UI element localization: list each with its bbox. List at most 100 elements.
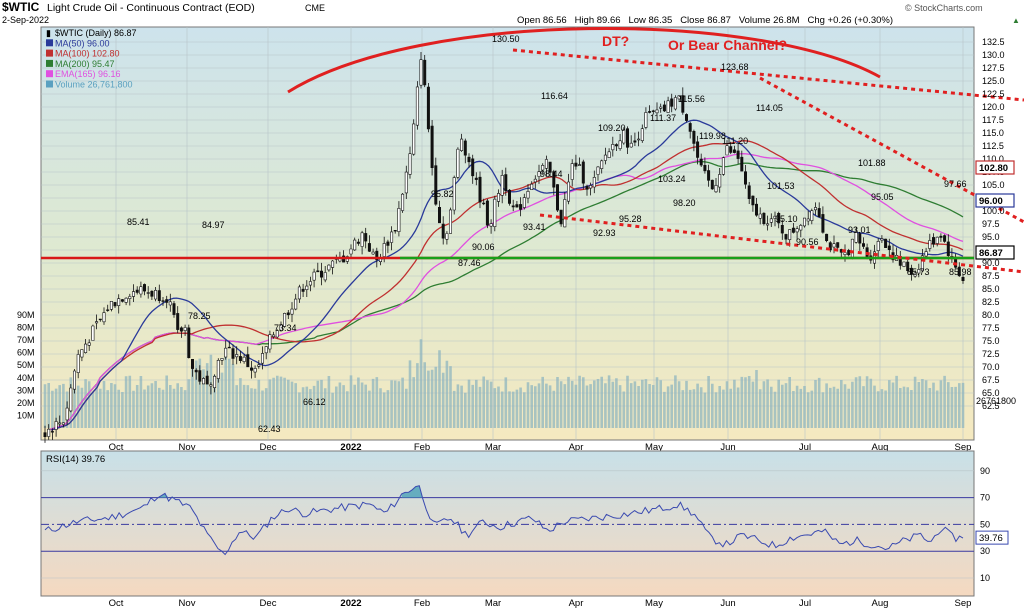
price-label: 92.93 — [593, 228, 616, 238]
annotation-double-top: DT? — [602, 33, 629, 49]
price-axis-tick: 77.5 — [982, 323, 1000, 333]
quote-up-arrow: ▲ — [1012, 16, 1020, 25]
instrument-description: Light Crude Oil - Continuous Contract (E… — [47, 2, 255, 14]
stockcharts-watermark: © StockCharts.com — [905, 3, 983, 13]
price-axis-tick: 100.0 — [982, 206, 1005, 216]
price-axis-tick: 87.5 — [982, 271, 1000, 281]
legend-swatch — [46, 39, 53, 47]
rsi-line — [44, 485, 964, 556]
price-label: 114.05 — [756, 103, 783, 113]
x-axis-tick: Feb — [414, 598, 430, 609]
volume-axis-tick: 60M — [17, 348, 35, 358]
price-label: 85.73 — [907, 267, 930, 277]
x-axis-tick: May — [645, 442, 663, 453]
x-axis-tick: Dec — [260, 598, 277, 609]
legend-swatch — [46, 59, 53, 67]
candlesticks — [43, 52, 965, 443]
price-label: 90.56 — [796, 237, 819, 247]
volume-axis-tick: 80M — [17, 323, 35, 333]
price-badge-frame — [975, 193, 1015, 208]
price-axis-tick: 95.0 — [982, 232, 1000, 242]
rsi-series — [44, 485, 964, 556]
price-axis-tick: 115.0 — [982, 128, 1004, 138]
x-axis-tick: Apr — [569, 442, 584, 453]
price-label: 116.64 — [541, 91, 568, 101]
price-axis-tick: 117.5 — [982, 115, 1004, 125]
price-label: 95.10 — [775, 214, 798, 224]
rsi-panel-background — [40, 450, 975, 597]
price-badge: 86.87 — [979, 248, 1003, 259]
x-axis-tick: 2022 — [340, 442, 361, 453]
volume-axis: 90M 80M 70M 60M 50M 40M 30M 20M 10M — [17, 310, 35, 420]
price-label: 95.05 — [871, 192, 894, 202]
price-axis-tick: 85.0 — [982, 284, 1000, 294]
price-label: 95.28 — [619, 214, 642, 224]
price-badge-frame — [975, 245, 1015, 260]
price-label: 101.53 — [767, 181, 795, 191]
price-label: 90.06 — [472, 242, 495, 252]
price-label: 85.41 — [127, 217, 150, 227]
price-label: 66.12 — [303, 397, 326, 407]
exchange-label: CME — [305, 3, 325, 13]
x-axis-tick: Jun — [720, 598, 735, 609]
volume-axis-tick: 70M — [17, 335, 35, 345]
price-badge-frame — [975, 160, 1015, 175]
price-axis-tick: 72.5 — [982, 349, 1000, 359]
price-panel: DT? Or Bear Channel? 130.50 123.68 116.64 11… — [40, 26, 1024, 443]
price-axis-tick: 132.5 — [982, 37, 1005, 47]
price-label: 78.25 — [188, 311, 211, 321]
rsi-panel: RSI(14) 39.76 90 70 50 30 10 39.76 — [40, 450, 1009, 597]
rsi-axis-tick: 70 — [980, 493, 990, 503]
price-label: 95.82 — [431, 189, 454, 199]
volume-badge: 26761800 — [976, 396, 1016, 406]
price-label: 119.98 — [699, 131, 726, 141]
x-axis-tick: Apr — [569, 598, 584, 609]
x-axis-tick: Oct — [109, 442, 124, 453]
price-label: 98.44 — [540, 169, 563, 179]
price-axis-tick: 70.0 — [982, 362, 1000, 372]
price-badge: 102.80 — [979, 163, 1008, 174]
rsi-reference-lines — [41, 470, 974, 579]
price-label: 84.97 — [202, 220, 225, 230]
x-axis-tick: Aug — [872, 442, 889, 453]
legend-swatch — [46, 70, 53, 78]
price-axis-tick: 65.0 — [982, 388, 1000, 398]
x-axis-tick: Feb — [414, 442, 430, 453]
x-axis-bottom: Oct Nov Dec 2022 Feb Mar Apr May Jun Jul Aug Sep — [109, 598, 972, 609]
x-axis-top: Oct Nov Dec 2022 Feb Mar Apr May Jun Jul Aug Sep — [109, 442, 972, 453]
rsi-axis-tick: 50 — [980, 519, 990, 529]
price-label: 123.68 — [721, 62, 749, 72]
legend-candle-icon: ▮ — [46, 28, 51, 38]
price-axis-tick: 80.0 — [982, 310, 1000, 320]
volume-bars — [43, 339, 965, 428]
rsi-title: RSI(14) 39.76 — [46, 454, 105, 465]
price-label: 93.01 — [848, 225, 871, 235]
bear-channel-upper-line — [512, 48, 1024, 102]
legend-entry: $WTIC (Daily) 86.87 — [55, 28, 137, 38]
price-axis: 132.5 130.0 127.5 125.0 122.5 120.0 117.5 115.0… — [982, 37, 1005, 411]
price-label: 85.98 — [949, 267, 972, 277]
price-label: 87.46 — [458, 258, 481, 268]
price-axis-tick: 105.0 — [982, 180, 1005, 190]
price-label: 73.34 — [274, 323, 297, 333]
x-axis-tick: May — [645, 598, 663, 609]
price-label: 97.66 — [944, 179, 967, 189]
x-axis-tick: Nov — [179, 442, 196, 453]
volume-axis-tick: 50M — [17, 360, 35, 370]
trend-lines: DT? Or Bear Channel? — [41, 27, 1024, 274]
price-label: 111.20 — [722, 136, 748, 146]
chart-date: 2-Sep-2022 — [2, 15, 49, 25]
price-axis-tick: 82.5 — [982, 297, 1000, 307]
annotation-bear-channel: Or Bear Channel? — [668, 37, 787, 53]
legend-entry: Volume 26,761,800 — [55, 80, 133, 90]
price-label: 93.41 — [523, 222, 546, 232]
legend-entry: EMA(165) 96.16 — [55, 69, 121, 79]
price-axis-tick: 62.5 — [982, 401, 1000, 411]
price-axis-tick: 122.5 — [982, 89, 1005, 99]
legend-entry: MA(100) 102.80 — [55, 49, 120, 59]
legend-entry: MA(200) 95.47 — [55, 59, 115, 69]
price-axis-tick: 97.5 — [982, 219, 1000, 229]
x-axis-tick: Jul — [799, 442, 811, 453]
